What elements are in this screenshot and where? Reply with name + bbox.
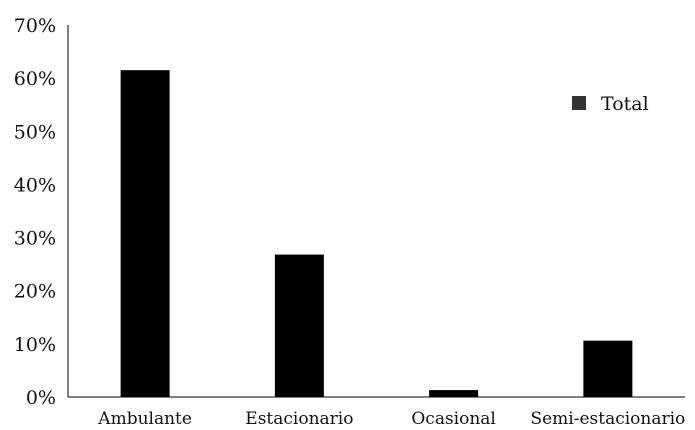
y-tick-label: 30% [14, 228, 56, 250]
bar-ocasional [429, 390, 479, 397]
y-tick-label: 70% [14, 15, 56, 37]
x-tick-label: Estacionario [245, 409, 353, 429]
y-tick-label: 40% [14, 174, 56, 196]
y-axis-ticks: 0% 10% 20% 30% 40% 50% 60% 70% [14, 15, 56, 409]
y-tick-label: 50% [14, 121, 56, 143]
x-tick-label: Semi-estacionario [530, 409, 685, 429]
bar-semi-estacionario [583, 340, 633, 397]
bar-ambulante [120, 70, 170, 398]
y-tick-label: 10% [14, 334, 56, 356]
x-tick-label: Ambulante [97, 409, 192, 429]
x-tick-label: Ocasional [411, 409, 496, 429]
y-tick-label: 60% [14, 68, 56, 90]
bar-estacionario [274, 254, 324, 397]
axes [67, 25, 685, 398]
y-tick-label: 0% [26, 387, 56, 409]
legend-label-total: Total [601, 93, 649, 115]
legend: Total [572, 93, 649, 115]
bars [120, 70, 633, 398]
legend-swatch-total [572, 96, 586, 110]
y-tick-label: 20% [14, 281, 56, 303]
x-axis-category-labels: Ambulante Estacionario Ocasional Semi-estac… [97, 409, 685, 429]
